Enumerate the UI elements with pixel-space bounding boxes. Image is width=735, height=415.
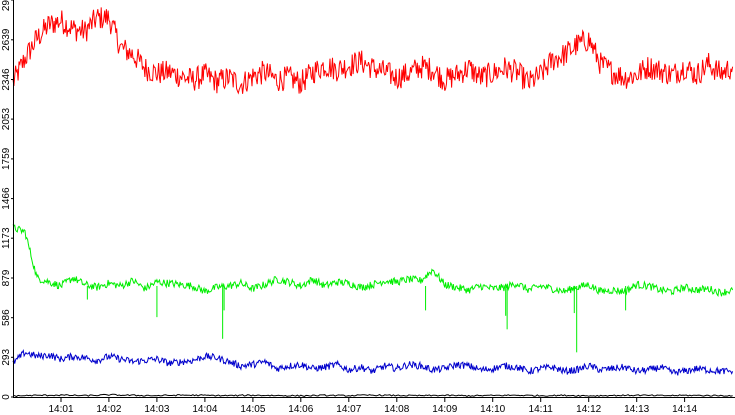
y-tick-label: 2933	[1, 0, 12, 11]
x-tick-label: 14:04	[192, 404, 217, 415]
y-tick-label: 2346	[1, 68, 12, 91]
x-tick-label: 14:06	[288, 404, 313, 415]
series-line-3	[12, 393, 733, 398]
x-tick-label: 14:12	[576, 404, 601, 415]
x-tick-label: 14:09	[432, 404, 457, 415]
y-tick-label: 1173	[1, 227, 12, 249]
x-tick-label: 14:07	[336, 404, 361, 415]
x-tick-label: 14:13	[624, 404, 649, 415]
x-tick-layer: 14:01 14:02 14:03 14:04 14:05 14:06 14:07 14:08…	[48, 397, 698, 415]
x-tick-label: 14:08	[384, 404, 409, 415]
series-layer	[12, 7, 734, 398]
x-tick-label: 14:02	[96, 404, 121, 415]
series-line-2	[12, 349, 734, 376]
x-tick-label: 14:03	[144, 404, 169, 415]
series-line-1	[12, 224, 734, 298]
x-tick-label: 14:05	[240, 404, 265, 415]
y-tick-label: 586	[1, 309, 12, 326]
y-tick-label: 1759	[1, 147, 12, 170]
y-tick-label: 1466	[1, 187, 12, 210]
y-tick-layer: 0 293 586 879 1173 1466 1759 2053 2346 2639 2933	[1, 0, 13, 400]
y-tick-label: 879	[1, 269, 12, 286]
x-tick-label: 14:01	[48, 404, 73, 415]
y-tick-label: 2053	[1, 108, 12, 131]
x-tick-label: 14:10	[480, 404, 505, 415]
y-tick-label: 293	[1, 349, 12, 366]
y-tick-label: 0	[1, 394, 12, 400]
x-tick-label: 14:14	[672, 404, 697, 415]
x-tick-label: 14:11	[529, 404, 554, 415]
series-line-0	[12, 7, 734, 95]
y-tick-label: 2639	[1, 28, 12, 51]
